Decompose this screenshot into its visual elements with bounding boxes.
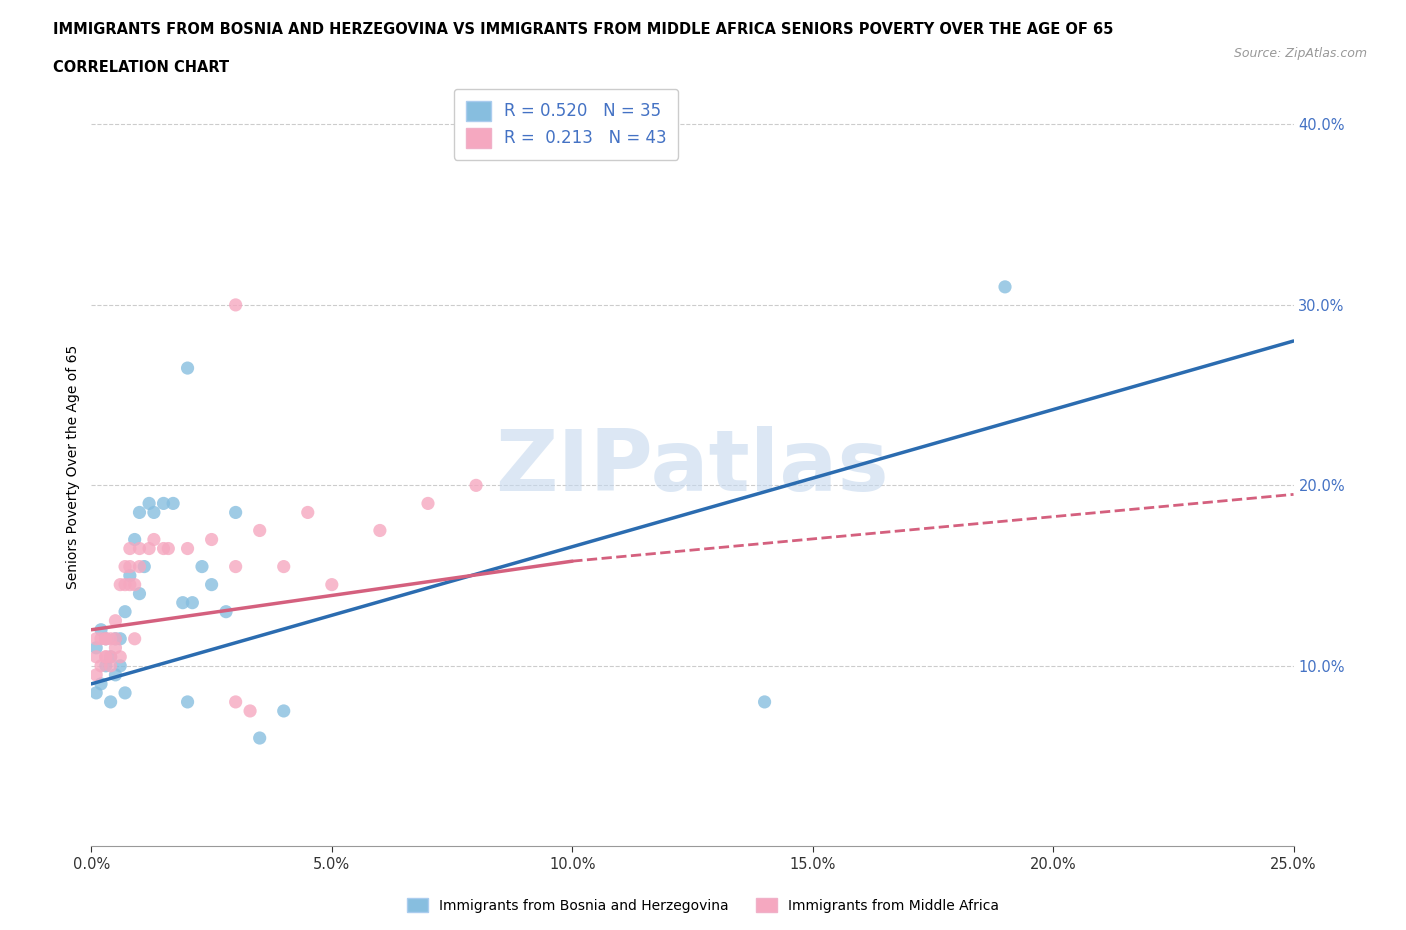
Point (134, 559, 156, 574)
Point (114, 604, 136, 619)
Text: IMMIGRANTS FROM BOSNIA AND HERZEGOVINA VS IMMIGRANTS FROM MIDDLE AFRICA SENIORS : IMMIGRANTS FROM BOSNIA AND HERZEGOVINA V… (53, 22, 1114, 37)
Point (118, 541, 141, 556)
Point (90, 631, 112, 646)
Point (118, 568, 141, 583)
Point (201, 532, 224, 547)
Point (142, 505, 165, 520)
Point (114, 578, 136, 592)
Point (104, 613, 127, 628)
Point (124, 578, 146, 592)
Point (94, 631, 117, 646)
Point (416, 496, 439, 511)
Y-axis label: Seniors Poverty Over the Age of 65: Seniors Poverty Over the Age of 65 (66, 345, 80, 590)
Legend: Immigrants from Bosnia and Herzegovina, Immigrants from Middle Africa: Immigrants from Bosnia and Herzegovina, … (401, 893, 1005, 919)
Point (110, 658, 132, 673)
Point (273, 703, 295, 718)
Text: CORRELATION CHART: CORRELATION CHART (53, 60, 229, 75)
Point (110, 649, 132, 664)
Point (100, 695, 122, 710)
Point (118, 578, 141, 592)
Point (273, 559, 295, 574)
Point (94, 631, 117, 646)
Point (157, 541, 180, 556)
Text: ZIPatlas: ZIPatlas (495, 426, 890, 509)
Point (124, 532, 146, 547)
Point (104, 631, 127, 646)
Point (100, 649, 122, 664)
Point (225, 559, 247, 574)
Point (142, 532, 165, 547)
Point (138, 496, 160, 511)
Point (225, 505, 247, 520)
Point (152, 541, 174, 556)
Point (94, 649, 117, 664)
Point (297, 505, 319, 520)
Point (94, 649, 117, 664)
Point (225, 695, 247, 710)
Point (368, 523, 391, 538)
Point (104, 668, 127, 683)
Point (225, 298, 247, 312)
Text: Source: ZipAtlas.com: Source: ZipAtlas.com (1233, 46, 1367, 60)
Point (176, 695, 198, 710)
Point (249, 523, 271, 538)
Point (100, 658, 122, 673)
Point (110, 578, 132, 592)
Point (465, 478, 488, 493)
Point (239, 703, 262, 718)
Point (110, 631, 132, 646)
Point (90, 622, 112, 637)
Point (128, 505, 150, 520)
Point (94, 658, 117, 673)
Point (100, 631, 122, 646)
Point (104, 631, 127, 646)
Point (94, 631, 117, 646)
Point (249, 731, 271, 746)
Point (201, 578, 224, 592)
Point (176, 361, 198, 376)
Point (114, 685, 136, 700)
Point (84, 641, 107, 656)
Point (176, 541, 198, 556)
Point (321, 578, 343, 592)
Point (114, 559, 136, 574)
Point (215, 604, 238, 619)
Point (191, 559, 214, 574)
Point (104, 641, 127, 656)
Point (84, 631, 107, 646)
Point (754, 695, 776, 710)
Point (118, 559, 141, 574)
Point (172, 595, 194, 610)
Point (128, 586, 150, 601)
Point (138, 541, 160, 556)
Point (84, 668, 107, 683)
Point (84, 685, 107, 700)
Point (90, 658, 112, 673)
Point (128, 541, 150, 556)
Point (100, 649, 122, 664)
Point (128, 559, 150, 574)
Point (152, 496, 174, 511)
Point (124, 631, 146, 646)
Point (162, 496, 184, 511)
Point (994, 279, 1017, 294)
Point (181, 595, 204, 610)
Point (90, 676, 112, 691)
Point (84, 649, 107, 664)
Legend: R = 0.520   N = 35, R =  0.213   N = 43: R = 0.520 N = 35, R = 0.213 N = 43 (454, 89, 678, 160)
